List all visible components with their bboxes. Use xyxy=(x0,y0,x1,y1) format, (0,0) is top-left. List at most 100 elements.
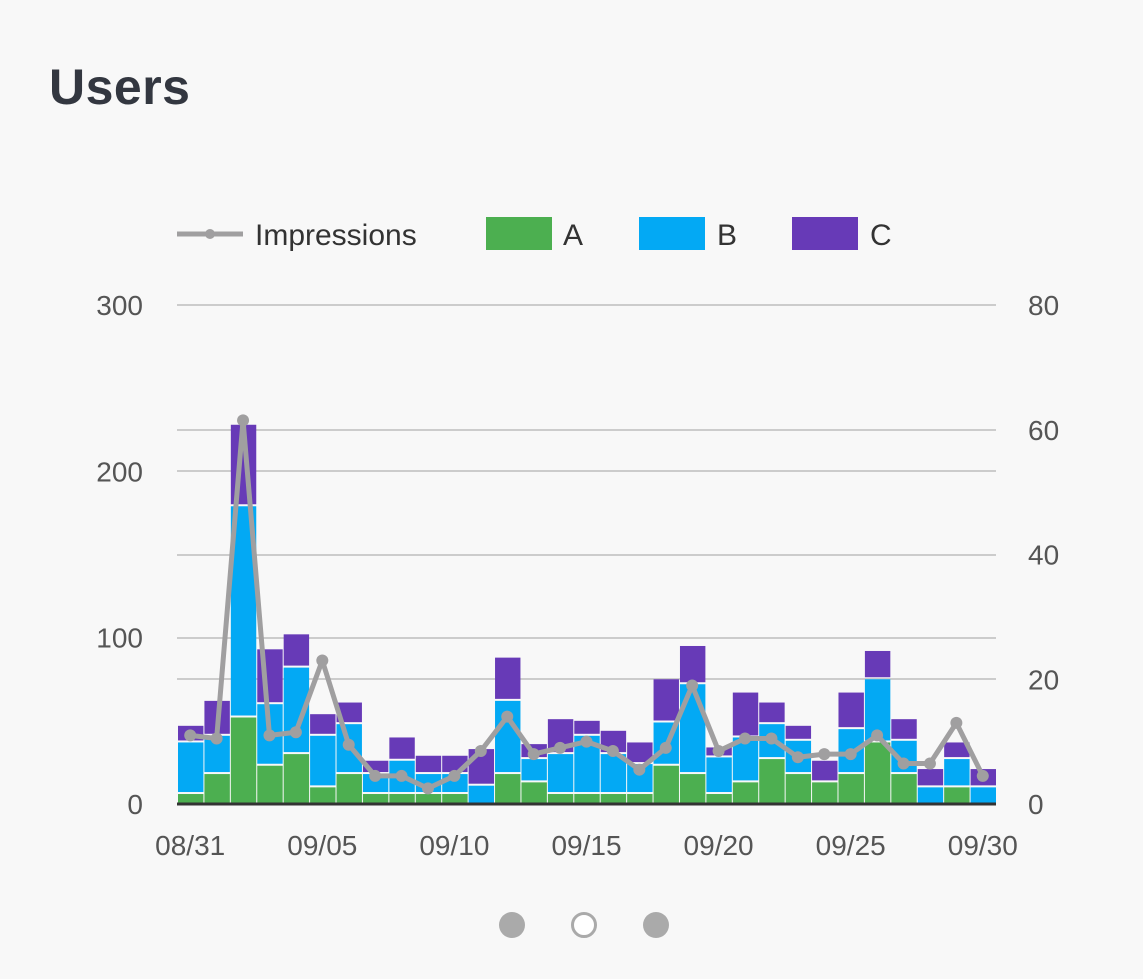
impressions-point xyxy=(289,726,302,739)
legend: Impressions A B C xyxy=(177,217,892,252)
bar-b xyxy=(521,759,547,781)
bar-c xyxy=(627,742,653,763)
legend-a-label: A xyxy=(563,219,583,252)
bar-c xyxy=(917,769,944,786)
bar-a xyxy=(204,774,230,804)
impressions-point xyxy=(606,744,619,757)
bar-a xyxy=(415,794,442,804)
impressions-point xyxy=(923,757,936,770)
bar-a xyxy=(310,787,336,804)
impressions-point xyxy=(686,679,699,692)
bar-a xyxy=(283,754,310,804)
bar-a xyxy=(442,794,468,804)
legend-a-swatch xyxy=(486,217,552,250)
right-axis-tick-label: 80 xyxy=(1028,290,1059,321)
bar-c xyxy=(362,760,389,773)
bar-b xyxy=(468,785,495,804)
legend-b-swatch xyxy=(639,217,705,250)
bar-a xyxy=(627,794,653,804)
impressions-point xyxy=(950,716,963,729)
bar-b xyxy=(310,735,336,786)
impressions-point xyxy=(316,654,329,667)
impressions-point xyxy=(263,729,276,742)
right-axis-tick-label: 0 xyxy=(1028,789,1044,820)
bar-a xyxy=(521,782,547,804)
left-axis-tick-label: 200 xyxy=(96,456,143,487)
impressions-point xyxy=(554,741,567,754)
chart-svg: Impressions A B C 0 100 200 300 0 20 40 60 80 08/… xyxy=(96,217,1059,861)
bar-c xyxy=(891,719,917,739)
impressions-point xyxy=(844,748,857,761)
legend-impressions-marker xyxy=(205,229,215,239)
bar-c xyxy=(785,725,812,739)
x-axis-tick-label: 09/20 xyxy=(684,830,754,861)
bar-c xyxy=(495,657,521,699)
pagination-dots xyxy=(0,912,1143,944)
impressions-point xyxy=(659,741,672,754)
legend-item-impressions[interactable]: Impressions xyxy=(177,219,417,252)
page-dot-3[interactable] xyxy=(643,912,669,938)
impressions-point xyxy=(342,738,355,751)
legend-item-a[interactable]: A xyxy=(486,217,583,252)
bar-b xyxy=(679,684,706,773)
right-axis-tick-label: 60 xyxy=(1028,415,1059,446)
bar-a xyxy=(785,774,812,804)
page-dot-1[interactable] xyxy=(499,912,525,938)
bar-a xyxy=(178,794,204,804)
bar-b xyxy=(917,787,944,804)
impressions-point xyxy=(474,744,487,757)
impressions-point xyxy=(580,735,593,748)
bar-c xyxy=(310,714,336,734)
bar-c xyxy=(732,692,759,736)
bar-c xyxy=(389,737,415,759)
x-axis-tick-label: 09/10 xyxy=(419,830,489,861)
left-axis-tick-label: 100 xyxy=(96,623,143,654)
impressions-point xyxy=(237,414,250,427)
legend-impressions-label: Impressions xyxy=(255,219,417,252)
impressions-point xyxy=(501,710,514,723)
bar-a xyxy=(706,794,732,804)
bar-b xyxy=(970,787,996,804)
bar-b xyxy=(362,774,389,793)
impressions-point xyxy=(527,748,540,761)
impressions-point xyxy=(448,769,461,782)
bar-c xyxy=(653,679,679,721)
impressions-point xyxy=(395,769,408,782)
bar-b xyxy=(706,757,732,793)
impressions-point xyxy=(369,769,382,782)
bar-a xyxy=(574,794,600,804)
impressions-point xyxy=(210,732,223,745)
right-axis-tick-label: 40 xyxy=(1028,540,1059,571)
impressions-point xyxy=(976,769,989,782)
impressions-point xyxy=(739,732,752,745)
impressions-point xyxy=(871,729,884,742)
bar-c xyxy=(415,755,442,773)
bar-b xyxy=(600,754,627,793)
legend-item-b[interactable]: B xyxy=(639,217,737,252)
bar-a xyxy=(864,742,891,804)
legend-c-label: C xyxy=(870,219,892,252)
bar-c xyxy=(759,702,785,723)
bar-c xyxy=(283,634,310,666)
legend-item-c[interactable]: C xyxy=(792,217,892,252)
impressions-point xyxy=(633,763,646,776)
left-axis-tick-label: 300 xyxy=(96,290,143,321)
plot-area: 0 100 200 300 0 20 40 60 80 08/31 09/05 09/10 09/15 0… xyxy=(96,290,1059,861)
bar-c xyxy=(944,742,970,758)
bar-a xyxy=(944,787,970,804)
x-axis-tick-label: 09/30 xyxy=(948,830,1018,861)
impressions-point xyxy=(818,748,831,761)
legend-b-label: B xyxy=(717,219,737,252)
bar-a xyxy=(653,765,679,804)
bar-a xyxy=(838,774,864,804)
bar-a xyxy=(257,765,283,804)
bar-a xyxy=(547,794,574,804)
bar-a xyxy=(600,794,627,804)
bar-a xyxy=(812,782,838,804)
bar-a xyxy=(679,774,706,804)
right-axis-tick-label: 20 xyxy=(1028,664,1059,695)
page-dot-2[interactable] xyxy=(571,912,597,938)
bar-c xyxy=(812,760,838,781)
impressions-point xyxy=(421,782,434,795)
